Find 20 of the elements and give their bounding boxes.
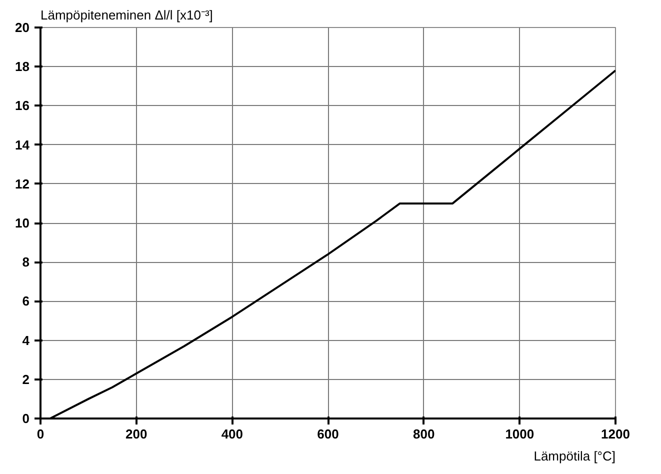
x-tick-label: 400: [221, 426, 244, 442]
x-tick-label: 1000: [505, 426, 534, 442]
y-tick-label: 6: [22, 294, 30, 309]
y-tick-label: 8: [22, 254, 30, 270]
y-tick-label: 14: [15, 137, 30, 152]
x-tick-label: 0: [36, 426, 44, 442]
y-tick-label: 2: [22, 372, 30, 387]
y-tick-label: 18: [15, 59, 30, 74]
y-tick-label: 4: [22, 332, 30, 348]
y-tick-label: 10: [15, 216, 30, 230]
x-tick-label: 800: [412, 426, 435, 442]
x-tick-label: 600: [317, 426, 339, 442]
y-tick-label: 12: [15, 176, 30, 192]
y-tick-label: 0: [22, 411, 30, 426]
x-tick-label: 200: [125, 426, 148, 442]
y-axis-title: Lämpöpiteneminen Δl/l [x10⁻³]: [40, 8, 213, 22]
y-tick-label: 20: [15, 20, 30, 35]
x-axis-title: Lämpötila [°C]: [534, 448, 616, 464]
y-tick-label: 16: [15, 98, 30, 114]
x-tick-label: 1200: [601, 426, 630, 442]
